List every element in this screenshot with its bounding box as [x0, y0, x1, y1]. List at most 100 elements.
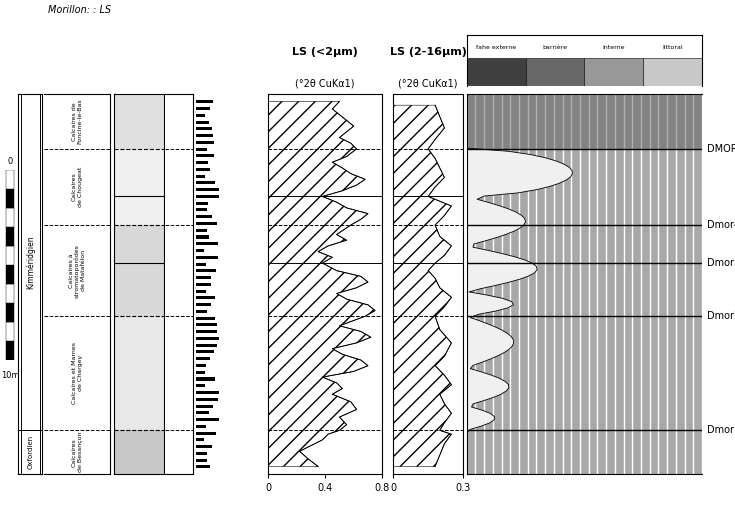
Text: Kimméridgien: Kimméridgien: [26, 235, 35, 289]
Text: Dmor3: Dmor3: [706, 258, 735, 268]
Bar: [21, 94, 40, 430]
Text: 10m: 10m: [1, 371, 20, 380]
Bar: [196, 303, 208, 306]
Text: Calcaires de
Foncine-le-Bas: Calcaires de Foncine-le-Bas: [72, 98, 82, 144]
Text: LS (2-16μm): LS (2-16μm): [390, 47, 467, 57]
Bar: [196, 404, 215, 407]
Bar: [196, 114, 211, 117]
Bar: [196, 377, 209, 380]
Bar: [584, 58, 643, 86]
Bar: [196, 222, 218, 225]
Bar: [7, 303, 14, 322]
Bar: [114, 316, 164, 430]
Bar: [196, 235, 219, 239]
Text: Dmor4: Dmor4: [706, 220, 735, 230]
Bar: [196, 337, 209, 340]
Bar: [114, 149, 164, 225]
Bar: [196, 168, 213, 171]
Bar: [196, 317, 214, 320]
Bar: [196, 161, 213, 164]
Bar: [196, 249, 209, 252]
Text: barrière: barrière: [542, 45, 567, 50]
Bar: [196, 134, 215, 137]
Text: LS (<2μm): LS (<2μm): [293, 47, 358, 57]
Bar: [467, 58, 526, 86]
Bar: [196, 208, 204, 212]
Bar: [196, 371, 209, 374]
Text: Dmor2: Dmor2: [706, 311, 735, 321]
Bar: [196, 175, 219, 178]
Bar: [114, 94, 164, 149]
Bar: [196, 229, 207, 232]
Bar: [196, 147, 219, 151]
Bar: [196, 215, 208, 218]
Bar: [196, 283, 212, 286]
Bar: [196, 141, 206, 144]
Text: Calcaires à
stromatoporôdes
de Matafélon: Calcaires à stromatoporôdes de Matafélon: [68, 244, 86, 297]
Bar: [196, 127, 209, 130]
Bar: [196, 269, 206, 272]
Bar: [196, 418, 218, 421]
Bar: [7, 208, 14, 227]
Bar: [196, 391, 216, 394]
Bar: [196, 324, 207, 327]
Bar: [7, 322, 14, 341]
Bar: [7, 227, 14, 246]
Bar: [196, 290, 204, 293]
Text: (°2θ CuKα1): (°2θ CuKα1): [398, 79, 458, 89]
Bar: [196, 120, 213, 123]
Text: fahe externe: fahe externe: [476, 45, 516, 50]
Bar: [196, 431, 207, 435]
Bar: [196, 438, 217, 441]
Text: (°2θ CuKα1): (°2θ CuKα1): [295, 79, 355, 89]
Bar: [196, 445, 204, 448]
Bar: [7, 341, 14, 360]
Bar: [196, 100, 212, 103]
Bar: [196, 107, 212, 110]
Text: Calcaires
de Besançon: Calcaires de Besançon: [72, 432, 82, 473]
Bar: [196, 276, 212, 279]
Bar: [7, 170, 14, 189]
Bar: [7, 246, 14, 265]
Bar: [114, 225, 164, 316]
Bar: [196, 351, 218, 353]
Bar: [7, 189, 14, 208]
Text: interne: interne: [603, 45, 625, 50]
Text: Dmor1: Dmor1: [706, 425, 735, 436]
Bar: [7, 284, 14, 303]
Bar: [196, 310, 215, 313]
Text: littoral: littoral: [662, 45, 683, 50]
Bar: [196, 411, 218, 414]
Bar: [196, 357, 210, 360]
Text: Oxfordien: Oxfordien: [27, 436, 33, 469]
Bar: [526, 58, 584, 86]
Bar: [643, 58, 702, 86]
Bar: [196, 330, 215, 333]
Bar: [196, 384, 204, 387]
Bar: [196, 195, 208, 198]
Bar: [196, 452, 218, 455]
Bar: [196, 425, 206, 428]
Bar: [196, 465, 215, 468]
Bar: [196, 364, 207, 367]
Bar: [196, 188, 213, 191]
Bar: [196, 296, 218, 300]
Bar: [196, 242, 211, 245]
Bar: [7, 265, 14, 284]
Text: Morillon: : LS: Morillon: : LS: [48, 5, 111, 15]
Text: Calcaires et Marnes
de Chargey: Calcaires et Marnes de Chargey: [72, 342, 82, 404]
Bar: [196, 202, 211, 205]
Bar: [196, 256, 216, 259]
Text: DMORS: DMORS: [706, 144, 735, 154]
Bar: [114, 430, 164, 474]
Text: 0: 0: [7, 157, 13, 166]
Bar: [196, 458, 205, 462]
Bar: [196, 344, 209, 346]
Bar: [196, 263, 208, 266]
Bar: [467, 94, 702, 149]
Text: Calcaires
de Chougeat: Calcaires de Chougeat: [72, 167, 82, 207]
Bar: [21, 430, 40, 474]
Bar: [196, 154, 212, 157]
Bar: [196, 181, 214, 184]
Bar: [196, 398, 215, 401]
